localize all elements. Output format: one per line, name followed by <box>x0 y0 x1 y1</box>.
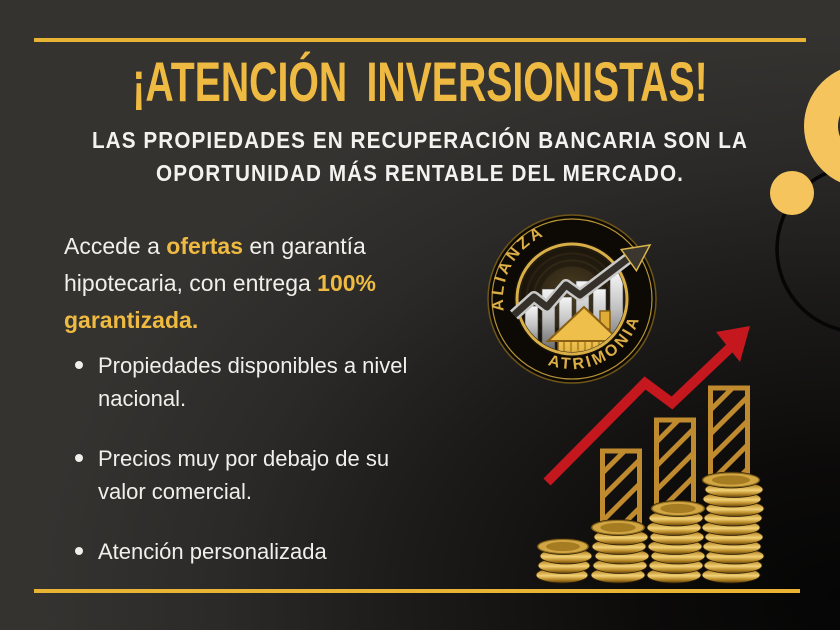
top-divider-line <box>34 38 806 42</box>
bullet-item: Precios muy por debajo de su valor comerc… <box>64 442 444 508</box>
hatched-bars <box>600 385 750 528</box>
red-growth-arrow <box>543 326 750 486</box>
intro-line: hipotecaria, con entrega 100% <box>64 270 376 296</box>
page-title: ¡ATENCIÓN INVERSIONISTAS! <box>132 50 708 113</box>
bullet-item: Propiedades disponibles a nivel nacional. <box>64 349 444 415</box>
bottom-divider-line <box>34 589 800 593</box>
intro-line: garantizada. <box>64 307 199 333</box>
coin-stacks <box>535 471 765 584</box>
circle-outline-decoration <box>775 166 840 332</box>
growth-arrow-icon <box>509 244 652 320</box>
bullet-list: Propiedades disponibles a nivel nacional.… <box>64 349 444 595</box>
bullet-item: Atención personalizada <box>64 535 444 568</box>
coin-stack <box>646 500 706 584</box>
subtitle: LAS PROPIEDADES EN RECUPERACIÓN BANCARIA… <box>42 124 798 190</box>
alianza-patrimonial-logo-badge: ALIANZA PATRIMONIAL <box>478 198 657 384</box>
growth-chart-illustration <box>535 326 765 584</box>
coin-stack <box>701 471 765 584</box>
coin-stack <box>590 519 650 584</box>
subtitle-line-2: OPORTUNIDAD MÁS RENTABLE DEL MERCADO. <box>156 160 684 186</box>
badge-gold-rim <box>491 218 653 380</box>
gold-dot-decoration <box>770 171 814 215</box>
hatched-bar <box>654 417 696 508</box>
subtitle-line-1: LAS PROPIEDADES EN RECUPERACIÓN BANCARIA… <box>91 127 749 153</box>
gold-ring-decoration <box>804 69 840 183</box>
intro-line: Accede a ofertas en garantía <box>64 233 366 259</box>
house-icon <box>545 305 623 352</box>
intro-paragraph: Accede a ofertas en garantía hipotecaria,… <box>64 228 454 339</box>
coin-stack <box>535 538 593 584</box>
